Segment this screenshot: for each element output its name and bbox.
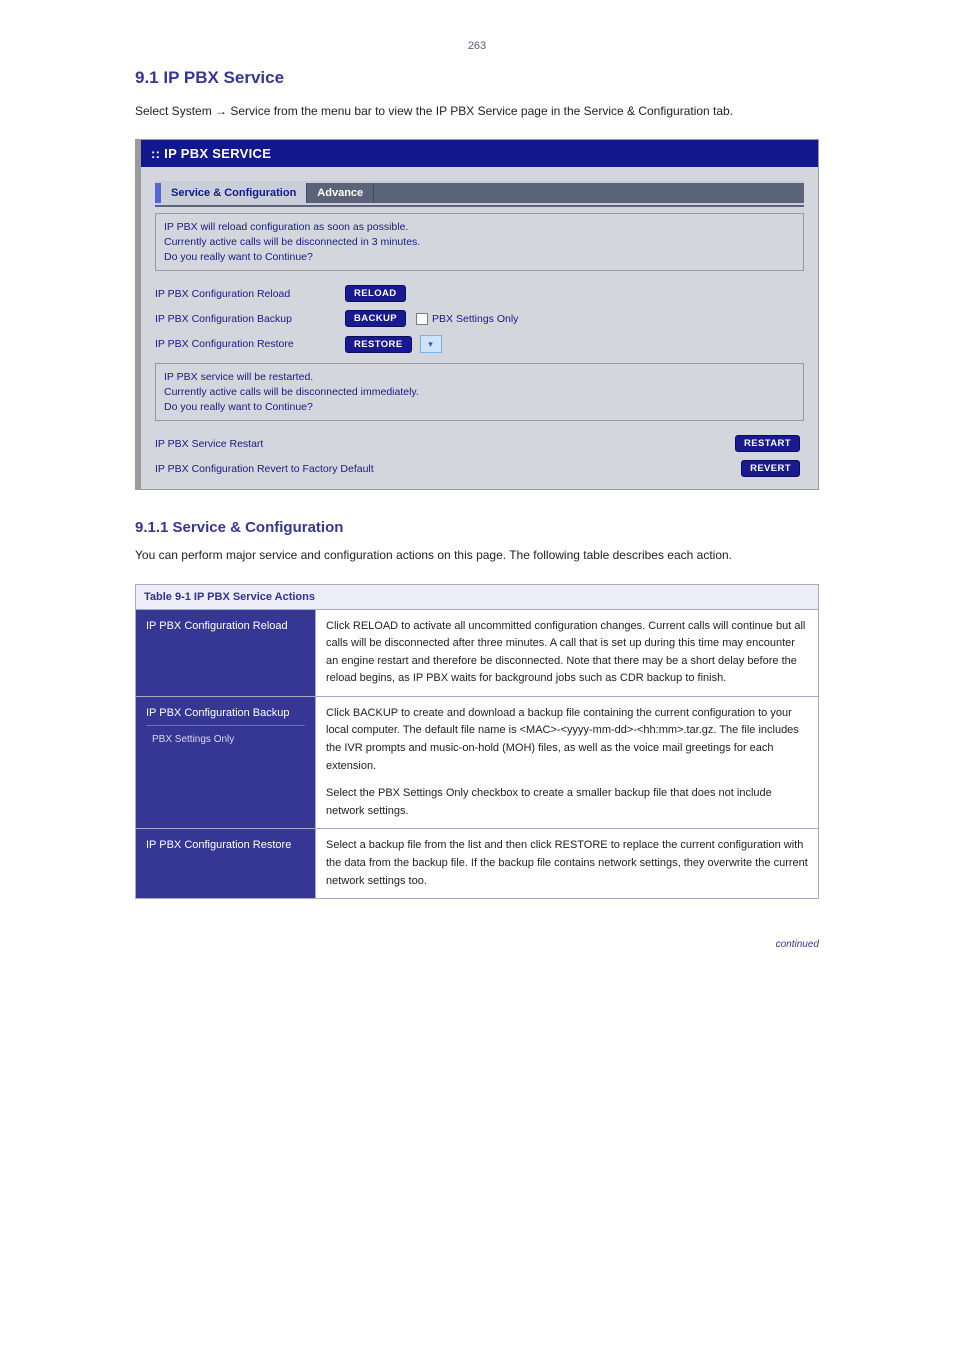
restore-file-select[interactable]: ▾ (420, 335, 442, 353)
revert-button[interactable]: REVERT (741, 460, 800, 477)
subsection-number: 9.1.1 (135, 519, 168, 536)
field-name-main: IP PBX Configuration Backup (146, 707, 290, 719)
section-number: 9.1 (135, 68, 159, 87)
reload-notice: IP PBX will reload configuration as soon… (155, 213, 804, 271)
field-desc-p2: Select the PBX Settings Only checkbox to… (326, 785, 808, 820)
table-row: IP PBX Configuration Restore Select a ba… (136, 829, 819, 899)
field-description-table: Table 9-1 IP PBX Service Actions IP PBX … (135, 584, 819, 900)
field-description: Select a backup file from the list and t… (316, 829, 819, 899)
intro-text: Select System → Service from the menu ba… (135, 102, 819, 121)
subsection-name: Service & Configuration (173, 519, 344, 536)
restore-button[interactable]: RESTORE (345, 336, 412, 353)
subsection-title: 9.1.1 Service & Configuration (135, 516, 819, 540)
field-name: IP PBX Configuration Restore (136, 829, 316, 899)
field-name: IP PBX Configuration Backup PBX Settings… (136, 696, 316, 829)
section-name: IP PBX Service (163, 68, 284, 87)
notice-line: Do you really want to Continue? (164, 250, 795, 265)
row-backup: IP PBX Configuration Backup BACKUP PBX S… (155, 306, 804, 331)
notice-line: IP PBX service will be restarted. (164, 370, 795, 385)
field-name-sub: PBX Settings Only (146, 725, 305, 747)
tab-bar: Service & Configuration Advance (155, 181, 804, 203)
notice-line: Currently active calls will be disconnec… (164, 385, 795, 400)
row-label: IP PBX Configuration Restore (155, 338, 345, 350)
continued-label: continued (135, 939, 819, 950)
row-label: IP PBX Configuration Reload (155, 288, 345, 300)
restart-button[interactable]: RESTART (735, 435, 800, 452)
tab-advance[interactable]: Advance (307, 183, 374, 203)
restart-notice: IP PBX service will be restarted. Curren… (155, 363, 804, 421)
tab-service-config[interactable]: Service & Configuration (155, 183, 307, 203)
row-label: IP PBX Configuration Revert to Factory D… (155, 463, 741, 475)
field-desc-p1: Click BACKUP to create and download a ba… (326, 705, 808, 775)
section-title: 9.1 IP PBX Service (135, 68, 819, 88)
field-description: Click BACKUP to create and download a ba… (316, 696, 819, 829)
field-description: Click RELOAD to activate all uncommitted… (316, 609, 819, 696)
row-label: IP PBX Service Restart (155, 438, 735, 450)
table-caption: Table 9-1 IP PBX Service Actions (136, 584, 819, 609)
field-name: IP PBX Configuration Reload (136, 609, 316, 696)
table-row: IP PBX Configuration Backup PBX Settings… (136, 696, 819, 829)
row-label: IP PBX Configuration Backup (155, 313, 345, 325)
table-row: IP PBX Configuration Reload Click RELOAD… (136, 609, 819, 696)
checkbox-box[interactable] (416, 313, 428, 325)
backup-button[interactable]: BACKUP (345, 310, 406, 327)
reload-button[interactable]: RELOAD (345, 285, 406, 302)
row-restart: IP PBX Service Restart RESTART (155, 431, 804, 456)
subsection: 9.1.1 Service & Configuration You can pe… (135, 516, 819, 565)
row-restore: IP PBX Configuration Restore RESTORE ▾ (155, 331, 804, 357)
row-revert: IP PBX Configuration Revert to Factory D… (155, 456, 804, 481)
tab-separator (155, 203, 804, 207)
notice-line: Do you really want to Continue? (164, 400, 795, 415)
chevron-down-icon: ▾ (428, 339, 433, 350)
pbx-only-checkbox[interactable]: PBX Settings Only (416, 313, 518, 325)
row-reload: IP PBX Configuration Reload RELOAD (155, 281, 804, 306)
panel-title: :: IP PBX SERVICE (141, 140, 818, 167)
page-number: 263 (135, 40, 819, 52)
ui-screenshot: :: IP PBX SERVICE Service & Configuratio… (135, 139, 819, 490)
checkbox-label: PBX Settings Only (432, 313, 518, 325)
notice-line: Currently active calls will be disconnec… (164, 235, 795, 250)
subsection-text: You can perform major service and config… (135, 546, 819, 565)
notice-line: IP PBX will reload configuration as soon… (164, 220, 795, 235)
